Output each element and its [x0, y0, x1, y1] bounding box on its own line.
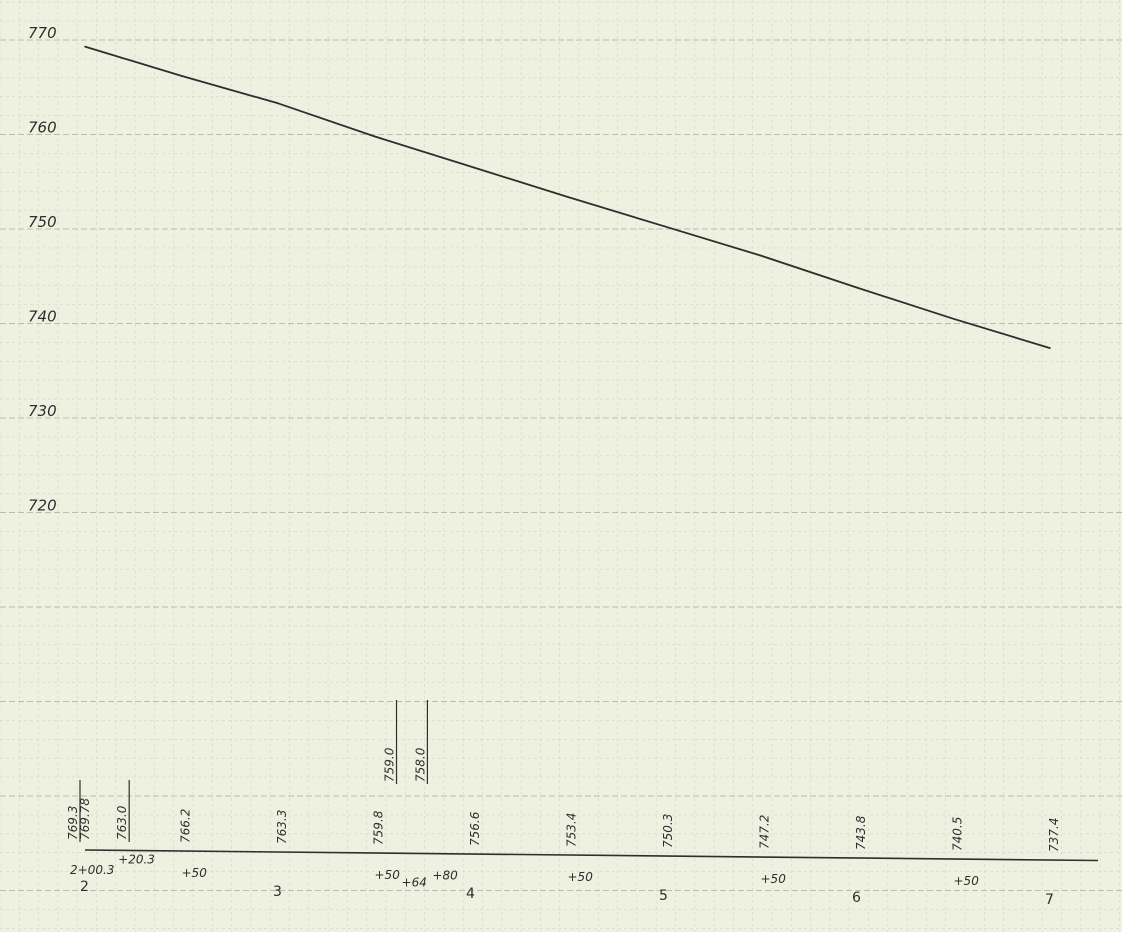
- x-axis-ticks: 2 3 4 5 6 7: [80, 879, 1054, 908]
- profile-point: [84, 45, 86, 48]
- station-number-label: 6: [852, 890, 861, 906]
- profile-point: [952, 317, 955, 320]
- elevation-label: 766.2: [179, 809, 193, 843]
- y-tick-label: 740: [28, 308, 57, 326]
- station-offset-label: +80: [432, 869, 458, 883]
- elevation-label: 753.4: [565, 813, 579, 847]
- station-number-label: 2: [80, 879, 89, 895]
- profile-point: [470, 165, 472, 168]
- station-number-label: 5: [659, 888, 668, 904]
- y-tick-label: 720: [28, 497, 57, 515]
- y-tick-label: 760: [28, 119, 57, 137]
- station-offset-label: +64: [402, 875, 427, 889]
- elevation-label: 747.2: [758, 815, 772, 849]
- station-offset-label: +50: [568, 870, 594, 884]
- y-axis-ticks: 770 760 750 740 730 720: [28, 24, 57, 515]
- station-offset-label: +50: [182, 866, 208, 880]
- station-offset-label: +50: [761, 872, 787, 886]
- station-baseline: [84, 849, 1099, 862]
- station-offset-label: +20.3: [118, 852, 155, 866]
- elevation-label: 758.0: [413, 747, 427, 782]
- profile-point: [663, 225, 665, 227]
- elevation-label: 740.5: [951, 817, 965, 851]
- station-offset-label: +50: [375, 868, 401, 882]
- station-number-label: 3: [273, 884, 282, 900]
- profile-point: [856, 286, 858, 289]
- elevation-label: 763.0: [115, 805, 129, 840]
- y-tick-label: 770: [28, 24, 57, 42]
- station-number-label: 4: [466, 886, 475, 902]
- baseline-line: [84, 849, 1099, 862]
- elevation-label: 737.4: [1047, 818, 1061, 852]
- elevation-label: 750.3: [661, 814, 675, 848]
- station-offset-label: 2+00.3: [70, 863, 114, 877]
- elevation-label: 756.6: [468, 811, 482, 846]
- profile-point: [180, 75, 183, 77]
- elevation-label: 763.3: [275, 810, 289, 844]
- profile-point: [277, 102, 279, 105]
- y-tick-label: 750: [28, 213, 57, 231]
- station-number-label: 7: [1045, 892, 1054, 908]
- elevation-label: 759.8: [372, 810, 386, 845]
- elevation-label: 759.0: [383, 747, 397, 782]
- elevation-label: 743.8: [854, 815, 868, 850]
- profile-point: [373, 135, 376, 138]
- station-offset-label: +50: [954, 874, 980, 888]
- y-tick-label: 730: [28, 402, 57, 420]
- profile-line-series: [84, 45, 1051, 349]
- profile-point: [1049, 347, 1051, 349]
- elevation-label: 769.78: [78, 798, 92, 840]
- station-labels: 2+00.3+20.3+50 +50+64 +80 +50 +50 +50: [70, 852, 979, 889]
- elevation-label: 769.3: [66, 806, 80, 840]
- profile-point: [759, 254, 762, 257]
- profile-point: [566, 196, 569, 198]
